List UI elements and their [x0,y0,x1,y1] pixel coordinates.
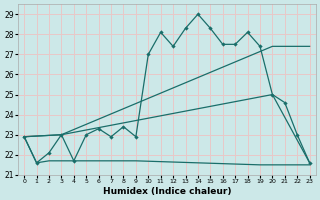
X-axis label: Humidex (Indice chaleur): Humidex (Indice chaleur) [103,187,231,196]
